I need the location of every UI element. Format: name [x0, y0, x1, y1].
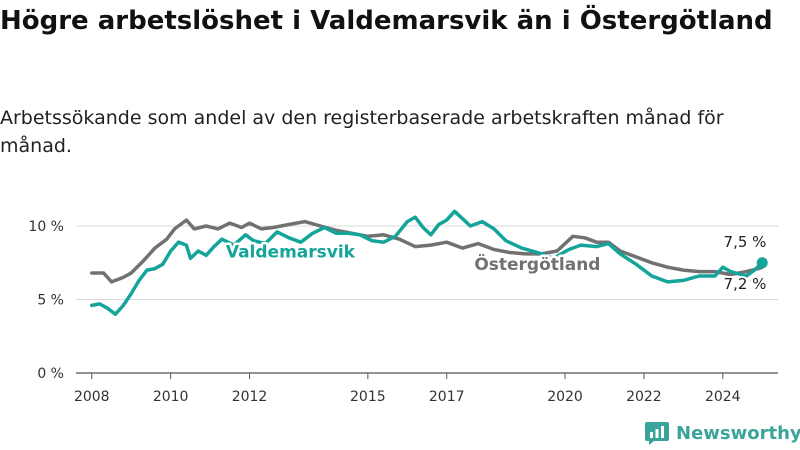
x-tick-label: 2024: [705, 389, 741, 405]
series-line-valdemarsvik: [90, 209, 764, 316]
series-label: Valdemarsvik: [226, 243, 356, 263]
x-tick-label: 2015: [350, 389, 386, 405]
x-tick-label: 2010: [153, 389, 189, 405]
y-tick-label: 5 %: [37, 293, 64, 309]
series-labels: Östergötland Valdemarsvik 7,2 % 7,5 %: [223, 231, 768, 295]
series-label: Östergötland: [474, 253, 600, 275]
y-tick-label: 10 %: [28, 219, 64, 235]
chart-title: Högre arbetslöshet i Valdemarsvik än i Ö…: [0, 6, 773, 36]
x-tick-label: 2017: [429, 389, 465, 405]
x-tick-label: 2020: [547, 389, 583, 405]
x-tick-label: 2012: [232, 389, 268, 405]
series-lines: [90, 209, 768, 316]
y-tick-label: 0 %: [37, 366, 64, 382]
newsworthy-logo-icon: [645, 422, 669, 445]
grid-lines: [76, 225, 778, 374]
newsworthy-logo: Newsworthy: [644, 419, 800, 447]
end-value-label: 7,2 %: [724, 275, 767, 293]
series-line--sterg-tland: [90, 218, 764, 284]
brand-name: Newsworthy: [676, 422, 800, 444]
series-end-point: [756, 257, 768, 269]
end-value-label: 7,5 %: [724, 233, 767, 251]
x-tick-label: 2008: [74, 389, 110, 405]
y-axis-ticks: 0 % 5 % 10 %: [28, 219, 64, 382]
x-tick-label: 2022: [626, 389, 662, 405]
x-axis-ticks: 2008 2010 2012 2015 2017 2020 2022 2024: [74, 373, 741, 405]
chart-subtitle: Arbetssökande som andel av den registerb…: [0, 107, 724, 157]
